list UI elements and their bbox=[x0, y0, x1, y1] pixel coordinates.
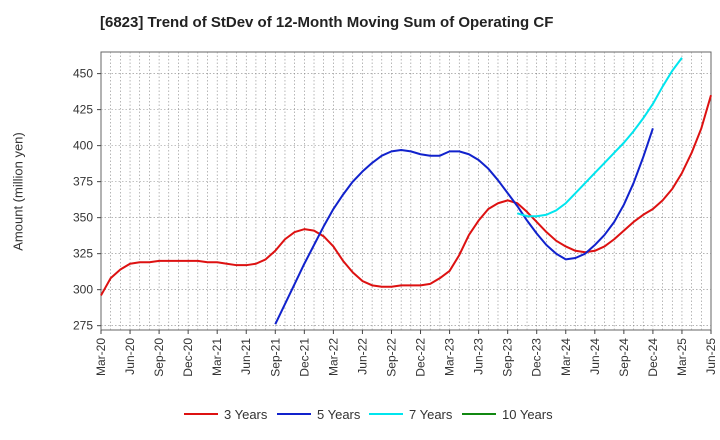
chart-title: [6823] Trend of StDev of 12-Month Moving… bbox=[100, 14, 554, 31]
x-tick-label: Dec-23 bbox=[530, 338, 544, 377]
x-tick-label: Sep-21 bbox=[268, 338, 282, 377]
series-line-7-years bbox=[517, 57, 683, 218]
series-line-3-years bbox=[100, 94, 712, 296]
x-tick-label: Dec-20 bbox=[181, 338, 195, 377]
series-line-5-years bbox=[274, 128, 654, 325]
x-tick-label: Jun-25 bbox=[704, 338, 718, 375]
legend-label: 10 Years bbox=[502, 407, 553, 422]
x-tick-label: Mar-22 bbox=[326, 338, 340, 376]
x-tick-label: Sep-20 bbox=[152, 338, 166, 377]
x-tick-label: Dec-24 bbox=[646, 338, 660, 377]
y-tick-label: 425 bbox=[73, 103, 93, 117]
x-tick-label: Dec-21 bbox=[297, 338, 311, 377]
x-tick-label: Jun-24 bbox=[588, 338, 602, 375]
legend-label: 3 Years bbox=[224, 407, 268, 422]
x-tick-label: Mar-25 bbox=[675, 338, 689, 376]
x-tick-label: Mar-23 bbox=[443, 338, 457, 376]
x-tick-label: Sep-23 bbox=[501, 338, 515, 377]
x-tick-label: Mar-20 bbox=[94, 338, 108, 376]
y-tick-label: 400 bbox=[73, 139, 93, 153]
x-tick-label: Sep-24 bbox=[617, 338, 631, 377]
y-tick-label: 275 bbox=[73, 319, 93, 333]
x-tick-label: Jun-20 bbox=[123, 338, 137, 375]
x-tick-label: Mar-21 bbox=[210, 338, 224, 376]
x-tick-label: Jun-21 bbox=[239, 338, 253, 375]
legend-label: 7 Years bbox=[409, 407, 453, 422]
x-tick-label: Dec-22 bbox=[414, 338, 428, 377]
y-tick-label: 300 bbox=[73, 283, 93, 297]
x-tick-label: Sep-22 bbox=[384, 338, 398, 377]
y-tick-label: 325 bbox=[73, 247, 93, 261]
y-tick-label: 350 bbox=[73, 211, 93, 225]
plot-frame bbox=[100, 51, 712, 331]
x-tick-label: Jun-23 bbox=[472, 338, 486, 375]
legend-label: 5 Years bbox=[317, 407, 361, 422]
x-tick-label: Mar-24 bbox=[559, 338, 573, 376]
y-tick-label: 375 bbox=[73, 175, 93, 189]
x-tick-label: Jun-22 bbox=[355, 338, 369, 375]
y-tick-label: 450 bbox=[73, 67, 93, 81]
